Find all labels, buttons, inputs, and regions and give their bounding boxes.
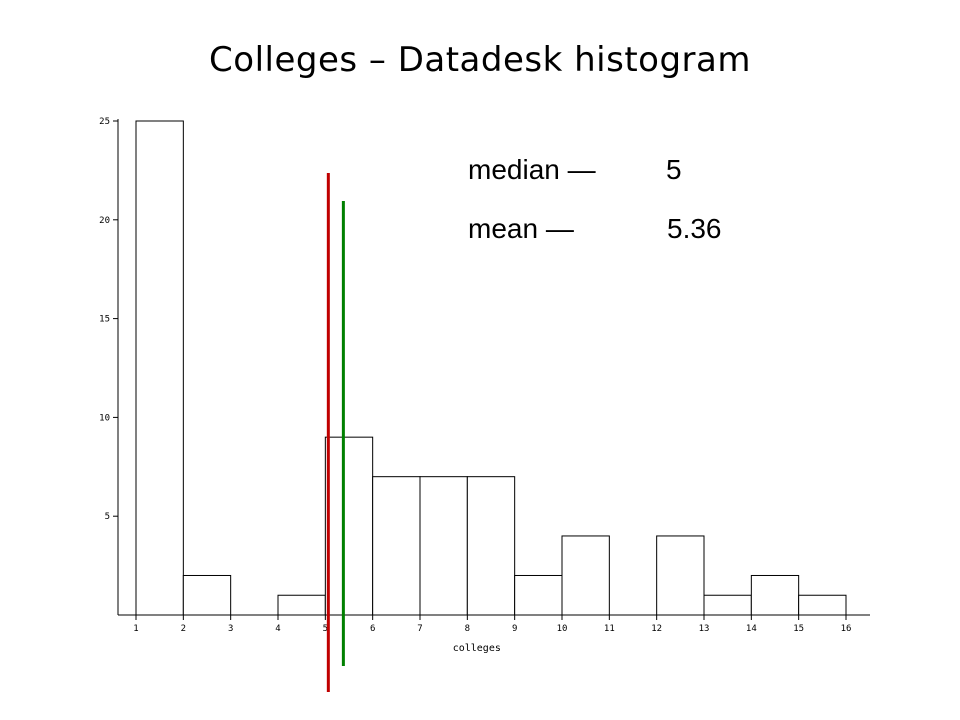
histogram-bar-14-15 [750, 574, 800, 616]
y-tick-label-15: 15 [99, 315, 110, 325]
histogram-bar-13-14 [703, 594, 752, 616]
x-tick-label-9: 9 [512, 624, 517, 634]
x-tick-label-4: 4 [275, 624, 280, 634]
mean-legend-value: 5.36 [667, 213, 722, 244]
histogram-bar-4-5 [277, 594, 326, 616]
histogram-bar-2-3 [182, 574, 232, 616]
y-tick-label-25: 25 [99, 117, 110, 127]
mean-legend-label: mean — [468, 213, 574, 244]
x-tick-label-16: 16 [841, 624, 852, 634]
x-tick-label-2: 2 [181, 624, 186, 634]
y-tick-label-20: 20 [99, 216, 110, 226]
histogram-bar-6-7 [372, 476, 421, 616]
x-tick-label-15: 15 [793, 624, 804, 634]
y-tick-label-5: 5 [105, 512, 110, 522]
x-axis-label: colleges [453, 643, 501, 654]
axes [117, 119, 870, 616]
x-tick-label-10: 10 [557, 624, 568, 634]
histogram-bar-12-13 [656, 535, 705, 616]
histogram-bar-15-16 [798, 594, 847, 616]
histogram-bar-1-2 [135, 120, 184, 616]
histogram-bars [135, 120, 847, 616]
x-tick-label-3: 3 [228, 624, 233, 634]
histogram-bar-10-11 [561, 535, 610, 616]
y-tick-label-10: 10 [99, 413, 110, 423]
x-tick-label-7: 7 [417, 624, 422, 634]
x-tick-label-6: 6 [370, 624, 375, 634]
histogram-bar-7-8 [419, 476, 468, 616]
histogram-bar-9-10 [514, 574, 563, 616]
x-tick-label-5: 5 [323, 624, 328, 634]
x-ticks: 1 2 3 4 5 6 7 8 9 10 11 12 13 14 15 16 [133, 615, 851, 634]
x-tick-label-11: 11 [604, 624, 615, 634]
slide-title: Colleges – Datadesk histogram [209, 40, 751, 80]
histogram-bar-5-6 [324, 436, 374, 616]
x-tick-label-12: 12 [651, 624, 662, 634]
x-tick-label-14: 14 [746, 624, 757, 634]
x-tick-label-13: 13 [699, 624, 710, 634]
x-tick-label-8: 8 [465, 624, 470, 634]
median-legend-value: 5 [666, 154, 682, 185]
stat-lines [326, 173, 345, 692]
y-ticks: 5 10 15 20 25 [99, 117, 118, 522]
histogram-bar-8-9 [466, 476, 516, 616]
x-tick-label-1: 1 [133, 624, 138, 634]
median-legend-label: median — [468, 154, 596, 185]
